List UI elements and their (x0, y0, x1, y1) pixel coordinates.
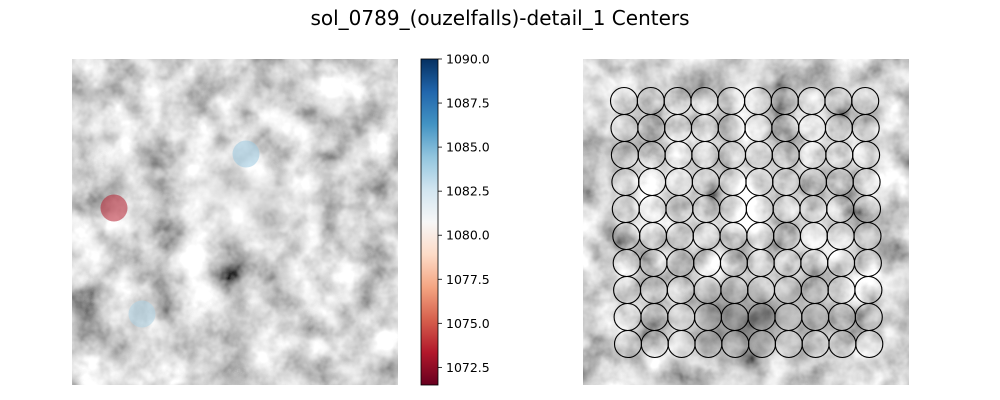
colorbar-tick-label: 1082.5 (446, 184, 490, 199)
colorbar-bar (420, 58, 439, 386)
colorbar-tick-label: 1077.5 (446, 272, 490, 287)
right-circle-grid (609, 86, 884, 359)
left-markers (100, 140, 260, 328)
left-bright-region (170, 135, 310, 255)
figure-title: sol_0789_(ouzelfalls)-detail_1 Centers (310, 6, 689, 30)
center-marker (232, 140, 260, 168)
colorbar-tick-label: 1080.0 (446, 228, 490, 243)
grid-circle (855, 329, 884, 359)
right-panel (583, 59, 909, 385)
colorbar-tick-label: 1072.5 (446, 360, 490, 375)
colorbar-tick-label: 1085.0 (446, 140, 490, 155)
colorbar-tick-label: 1090.0 (446, 52, 490, 67)
colorbar: 1090.0 1087.5 1085.0 1082.5 1080.0 1077.5 1075… (420, 52, 490, 386)
center-marker (100, 194, 128, 222)
colorbar-tick-label: 1087.5 (446, 96, 490, 111)
colorbar-tick-label: 1075.0 (446, 316, 490, 331)
left-panel (72, 59, 398, 385)
center-marker (128, 300, 156, 328)
colorbar-ticks: 1090.0 1087.5 1085.0 1082.5 1080.0 1077.5 1075… (438, 52, 490, 375)
